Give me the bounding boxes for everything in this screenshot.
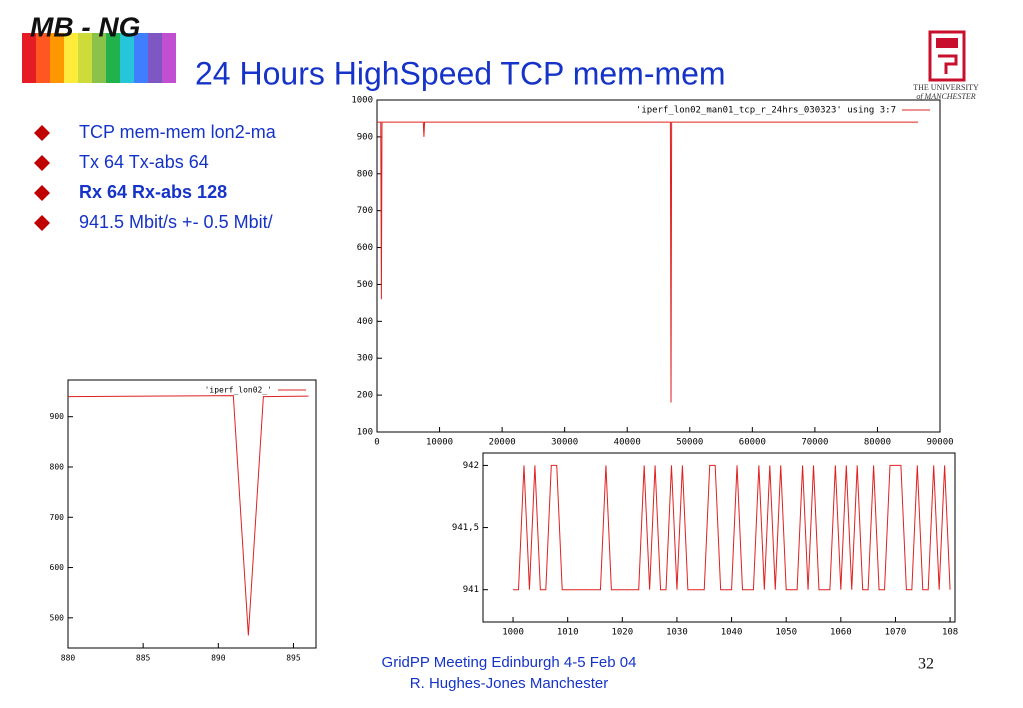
- legend-label: 'iperf_lon02_': [205, 386, 272, 395]
- x-tick-label: 1010: [557, 628, 579, 638]
- x-tick-label: 1020: [611, 628, 633, 638]
- y-tick-label: 600: [50, 563, 65, 572]
- chart-background: [335, 100, 947, 452]
- x-tick-label: 1000: [502, 628, 524, 638]
- data-line: [67, 395, 309, 636]
- bullet-text: 941.5 Mbit/s +- 0.5 Mbit/: [79, 212, 273, 232]
- y-tick-label: 800: [50, 462, 65, 471]
- bullet-marker: [34, 125, 50, 141]
- x-tick-label: 10000: [426, 438, 453, 448]
- y-tick-label: 900: [357, 132, 373, 142]
- university-crest: [928, 30, 966, 82]
- plot-frame: [482, 452, 956, 623]
- y-tick-label: 600: [357, 243, 373, 253]
- university-name: THE UNIVERSITY: [913, 83, 979, 92]
- x-tick-label: 880: [61, 654, 76, 663]
- bullet-marker: [34, 215, 50, 231]
- y-tick-label: 500: [50, 613, 65, 622]
- data-line: [377, 121, 919, 403]
- y-tick-label: 900: [50, 412, 65, 421]
- chart-background: [475, 445, 1023, 645]
- y-tick-label: 500: [357, 280, 373, 290]
- x-tick-label: 20000: [489, 438, 516, 448]
- y-tick-label: 700: [357, 206, 373, 216]
- bullet-marker: [34, 185, 50, 201]
- y-tick-label: 200: [357, 391, 373, 401]
- slide-title: 24 Hours HighSpeed TCP mem-mem: [195, 55, 726, 91]
- x-tick-label: 50000: [676, 438, 703, 448]
- y-tick-label: 300: [357, 354, 373, 364]
- chart-background: [60, 372, 335, 662]
- x-tick-label: 90000: [926, 438, 953, 448]
- chart: 941 941,5 942 1000 1010 1020 1030 1040 1050 1060 1…: [452, 445, 1023, 645]
- x-tick-label: 1060: [830, 628, 852, 638]
- y-tick-label: 800: [357, 169, 373, 179]
- x-tick-label: 1030: [666, 628, 688, 638]
- x-tick-label: 60000: [739, 438, 766, 448]
- legend-label: 'iperf_lon02_man01_tcp_r_24hrs_030323' u…: [636, 106, 896, 116]
- bullet-marker: [34, 155, 50, 171]
- page-number: 32: [918, 656, 934, 673]
- y-tick-label: 1000: [351, 96, 373, 106]
- y-tick-label: 100: [357, 428, 373, 438]
- footer-line: R. Hughes-Jones Manchester: [410, 675, 608, 692]
- data-line: [513, 464, 951, 591]
- chart: 500 600 700 800 900 880 885 890 895 'iperf_lon02_…: [50, 372, 335, 663]
- university-name: of MANCHESTER: [916, 92, 975, 101]
- x-tick-label: 30000: [551, 438, 578, 448]
- x-tick-label: 0: [374, 438, 379, 448]
- footer-line: GridPP Meeting Edinburgh 4-5 Feb 04: [382, 654, 637, 671]
- y-tick-label: 941,5: [452, 523, 479, 533]
- x-tick-label: 108: [942, 628, 958, 638]
- x-tick-label: 1040: [721, 628, 743, 638]
- x-tick-label: 890: [211, 654, 226, 663]
- charts: 500 600 700 800 900 880 885 890 895 'iperf_lon02_…: [50, 96, 1023, 663]
- y-tick-label: 700: [50, 513, 65, 522]
- x-tick-label: 70000: [801, 438, 828, 448]
- x-tick-label: 895: [286, 654, 301, 663]
- bullet-text: Rx 64 Rx-abs 128: [79, 182, 227, 202]
- bullet-text: Tx 64 Tx-abs 64: [79, 152, 209, 172]
- plot-frame: [376, 99, 941, 433]
- x-tick-label: 885: [136, 654, 151, 663]
- bullet-list: TCP mem-mem lon2-ma Tx 64 Tx-abs 64 Rx 64 …: [34, 122, 277, 232]
- logo-bars: [22, 33, 176, 83]
- y-tick-label: 942: [463, 461, 479, 471]
- y-tick-label: 941: [463, 585, 479, 595]
- plot-frame: [67, 379, 317, 649]
- logo-text: MB - NG: [30, 11, 140, 42]
- x-tick-label: 40000: [614, 438, 641, 448]
- y-tick-label: 400: [357, 317, 373, 327]
- bullet-text: TCP mem-mem lon2-ma: [79, 122, 277, 142]
- x-tick-label: 1070: [885, 628, 907, 638]
- x-tick-label: 1050: [775, 628, 797, 638]
- x-tick-label: 80000: [864, 438, 891, 448]
